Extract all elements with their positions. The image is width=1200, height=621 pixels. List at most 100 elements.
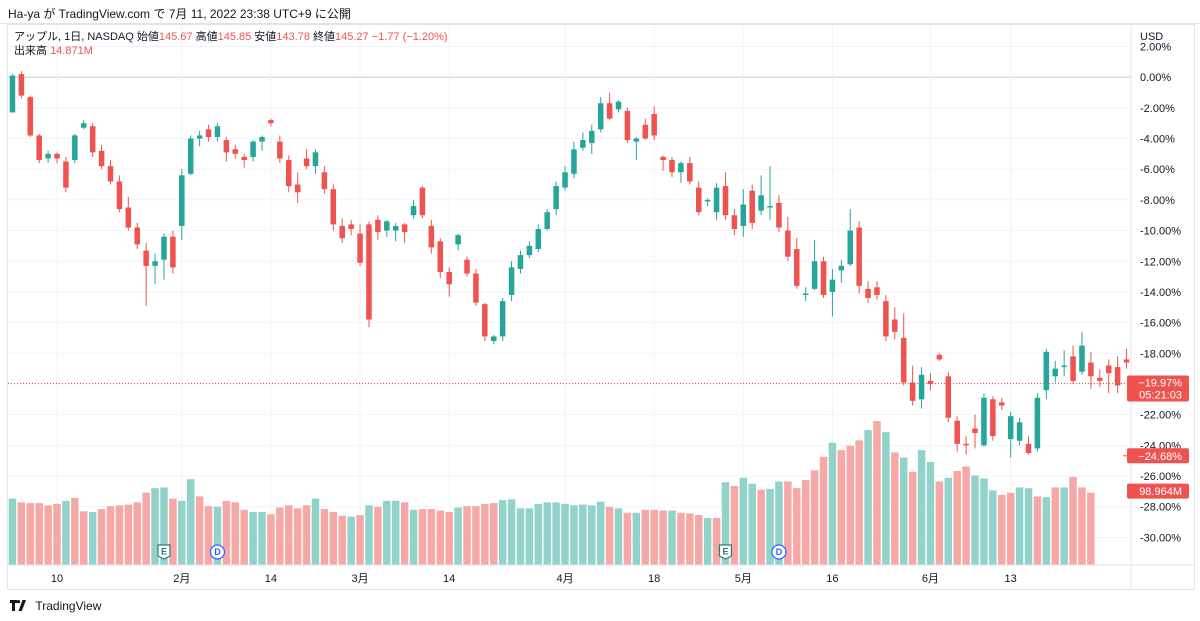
volume-bar [222,500,231,565]
volume-bar [106,506,115,565]
volume-bar [623,512,632,565]
y-tick-label: -28.00% [1140,502,1181,514]
volume-bar [436,510,445,565]
candle-body [321,172,328,190]
tradingview-logo-icon[interactable] [10,600,28,612]
volume-bar [276,507,284,565]
candle-body [1034,397,1041,449]
volume-bar [989,490,997,565]
candle-body [241,156,247,160]
candle-body [223,140,230,153]
volume-bar [80,511,88,565]
current-price-badge [1127,375,1189,402]
earnings-marker[interactable]: E [157,544,171,560]
dividend-marker[interactable]: D [771,544,787,560]
volume-bar [784,481,792,565]
countdown-timer: 05:21:03 [1139,390,1182,402]
volume-bar [115,505,124,565]
earnings-marker-label[interactable]: E [722,547,728,557]
volume-bar [44,505,52,565]
candle-body [562,172,568,188]
volume-bar [133,502,141,565]
volume-bar [873,421,881,565]
volume-bar [668,510,676,565]
volume-bar [588,505,596,565]
legend-volume-value: 14.871M [50,45,93,57]
x-tick-label: 14 [443,573,455,585]
candle-body [98,150,105,167]
y-tick-label: -30.00% [1140,532,1181,544]
pct-marker-label: −24.68% [1138,451,1182,463]
candle-body [250,141,256,157]
volume-bar [677,512,685,565]
candle-body [1105,365,1112,374]
y-tick-label: -16.00% [1140,318,1181,330]
volume-bar [944,477,953,565]
volume-bar [498,500,507,565]
volume-bar [329,512,338,565]
y-tick-label: -22.00% [1140,410,1181,422]
volume-bar [757,489,765,565]
volume-bar [53,503,61,565]
candle-body [375,219,381,233]
candle-body [9,75,16,113]
candle-body [838,265,845,271]
volume-bar [703,518,712,565]
x-tick-label: 10 [51,573,63,585]
candle-body [722,186,729,216]
candle-body [294,184,301,193]
candle-body [794,248,800,286]
legend-open-value: 145.67 [158,31,193,43]
volume-bar [186,479,195,565]
candle-body [473,273,479,303]
volume-bar [249,512,257,565]
candle-body [508,267,515,295]
candle-body [1123,359,1130,363]
volume-bar [516,508,525,565]
volume-bar [365,505,373,565]
volume-bar [481,503,489,565]
candle-body [758,195,764,211]
volume-bar [891,452,899,565]
candle-body [107,166,114,182]
candle-body [615,101,622,110]
candle-body [205,129,212,137]
volume-bar [971,475,979,565]
candle-body [214,126,221,137]
candle-body [437,241,444,272]
volume-bar [712,518,721,565]
volume-bar [302,505,311,565]
candle-body [517,255,524,269]
dividend-marker-label[interactable]: D [776,547,783,557]
volume-bar [908,471,917,565]
volume-bar [1051,487,1059,565]
footer-brand[interactable]: TradingView [35,598,102,613]
volume-bar [1060,487,1068,565]
volume-bar [285,505,293,565]
volume-bar [570,505,578,565]
volume-bar [169,498,177,565]
volume-bar [178,500,186,565]
candle-body [678,163,684,173]
volume-bar [739,477,748,565]
x-tick-label: 16 [826,573,838,585]
candle-body [740,204,747,226]
candle-body [464,259,470,274]
candle-body [410,206,417,216]
earnings-marker[interactable]: E [718,544,733,560]
dividend-marker-label[interactable]: D [214,547,221,557]
x-tick-label: 6月 [922,573,939,585]
legend-high-label: 高値 [195,31,218,43]
candle-body [179,175,185,226]
candle-body [972,428,978,434]
legend-open-label: 始値 [136,31,159,43]
candle-body [1070,356,1076,381]
dividend-marker[interactable]: D [209,544,226,560]
volume-bar [124,504,133,565]
earnings-marker-label[interactable]: E [161,547,167,557]
y-tick-label: -26.00% [1140,471,1181,483]
legend-symbol[interactable]: アップル, 1日, NASDAQ [14,31,134,43]
volume-bar [151,488,159,565]
volume-bar [240,509,248,565]
